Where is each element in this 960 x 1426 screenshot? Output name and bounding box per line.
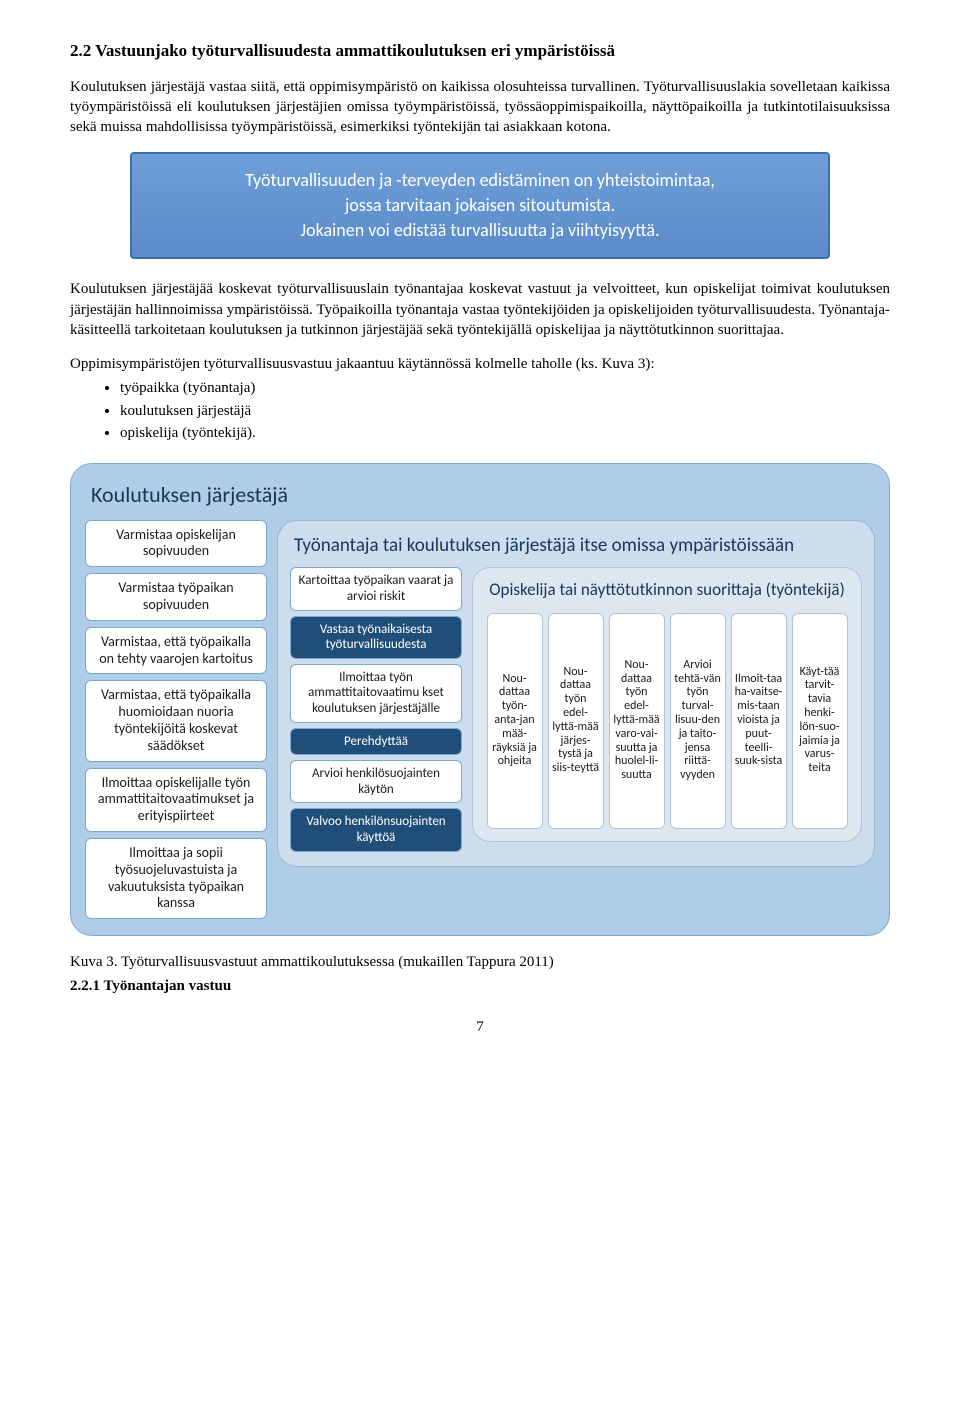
diagram-box: Varmistaa työpaikan sopivuuden	[85, 573, 267, 621]
diagram-box: Nou-dattaa työn edel-lyttä-mää varo-vai-…	[609, 613, 665, 829]
diagram-box: Nou-dattaa työn-anta-jan mää-räyksiä ja …	[487, 613, 543, 829]
diagram-box: Ilmoit-taa ha-vaitse-mis-taan vioista ja…	[731, 613, 787, 829]
diagram-box: Arvioi henkilösuojainten käytön	[290, 760, 462, 803]
diagram-inner-panel: Opiskelija tai näyttötutkinnon suorittaj…	[472, 567, 862, 841]
diagram-box: Varmistaa opiskelijan sopivuuden	[85, 520, 267, 568]
diagram-mid-column: Kartoittaa työpaikan vaarat ja arvioi ri…	[290, 567, 462, 851]
callout-line: Työturvallisuuden ja -terveyden edistämi…	[162, 168, 798, 193]
diagram-box: Ilmoittaa opiskelijalle työn ammattitait…	[85, 768, 267, 832]
page-number: 7	[70, 1017, 890, 1037]
diagram-mid-title: Työnantaja tai koulutuksen järjestäjä it…	[290, 535, 862, 558]
list-item: opiskelija (työntekijä).	[120, 423, 890, 443]
diagram-outer-title: Koulutuksen järjestäjä	[85, 480, 875, 510]
diagram-left-column: Varmistaa opiskelijan sopivuuden Varmist…	[85, 520, 267, 920]
paragraph-2: Koulutuksen järjestäjää koskevat työturv…	[70, 279, 890, 340]
subsection-heading: 2.2.1 Työnantajan vastuu	[70, 976, 890, 996]
diagram-box: Ilmoittaa ja sopii työsuojeluvastuista j…	[85, 838, 267, 919]
diagram-box: Valvoo henkilönsuojainten käyttöä	[290, 808, 462, 851]
callout-line: Jokainen voi edistää turvallisuutta ja v…	[162, 218, 798, 243]
diagram-box: Varmistaa, että työpaikalla huomioidaan …	[85, 680, 267, 761]
diagram-box: Varmistaa, että työpaikalla on tehty vaa…	[85, 627, 267, 675]
diagram-box: Käyt-tää tarvit-tavia henki-lön-suo-jaim…	[792, 613, 848, 829]
diagram-inner-title: Opiskelija tai näyttötutkinnon suorittaj…	[483, 580, 851, 600]
diagram-inner-row: Nou-dattaa työn-anta-jan mää-räyksiä ja …	[483, 613, 851, 829]
diagram-box: Vastaa työnaikaisesta työturvallisuudest…	[290, 616, 462, 659]
diagram-box: Kartoittaa työpaikan vaarat ja arvioi ri…	[290, 567, 462, 610]
section-heading: 2.2 Vastuunjako työturvallisuudesta amma…	[70, 40, 890, 63]
callout-line: jossa tarvitaan jokaisen sitoutumista.	[162, 193, 798, 218]
paragraph-3: Oppimisympäristöjen työturvallisuusvastu…	[70, 354, 890, 374]
diagram-box: Perehdyttää	[290, 728, 462, 756]
list-item: työpaikka (työnantaja)	[120, 378, 890, 398]
diagram-mid-panel: Työnantaja tai koulutuksen järjestäjä it…	[277, 520, 875, 867]
list-item: koulutuksen järjestäjä	[120, 401, 890, 421]
diagram-box: Nou-dattaa työn edel-lyttä-mää järjes-ty…	[548, 613, 604, 829]
diagram-box: Ilmoittaa työn ammattitaitovaatimu kset …	[290, 664, 462, 723]
figure-caption: Kuva 3. Työturvallisuusvastuut ammattiko…	[70, 952, 890, 972]
diagram-box: Arvioi tehtä-vän työn turval-lisuu-den j…	[670, 613, 726, 829]
responsibility-diagram: Koulutuksen järjestäjä Varmistaa opiskel…	[70, 463, 890, 936]
callout-box: Työturvallisuuden ja -terveyden edistämi…	[130, 152, 830, 260]
bullet-list: työpaikka (työnantaja) koulutuksen järje…	[120, 378, 890, 443]
paragraph-1: Koulutuksen järjestäjä vastaa siitä, ett…	[70, 77, 890, 138]
